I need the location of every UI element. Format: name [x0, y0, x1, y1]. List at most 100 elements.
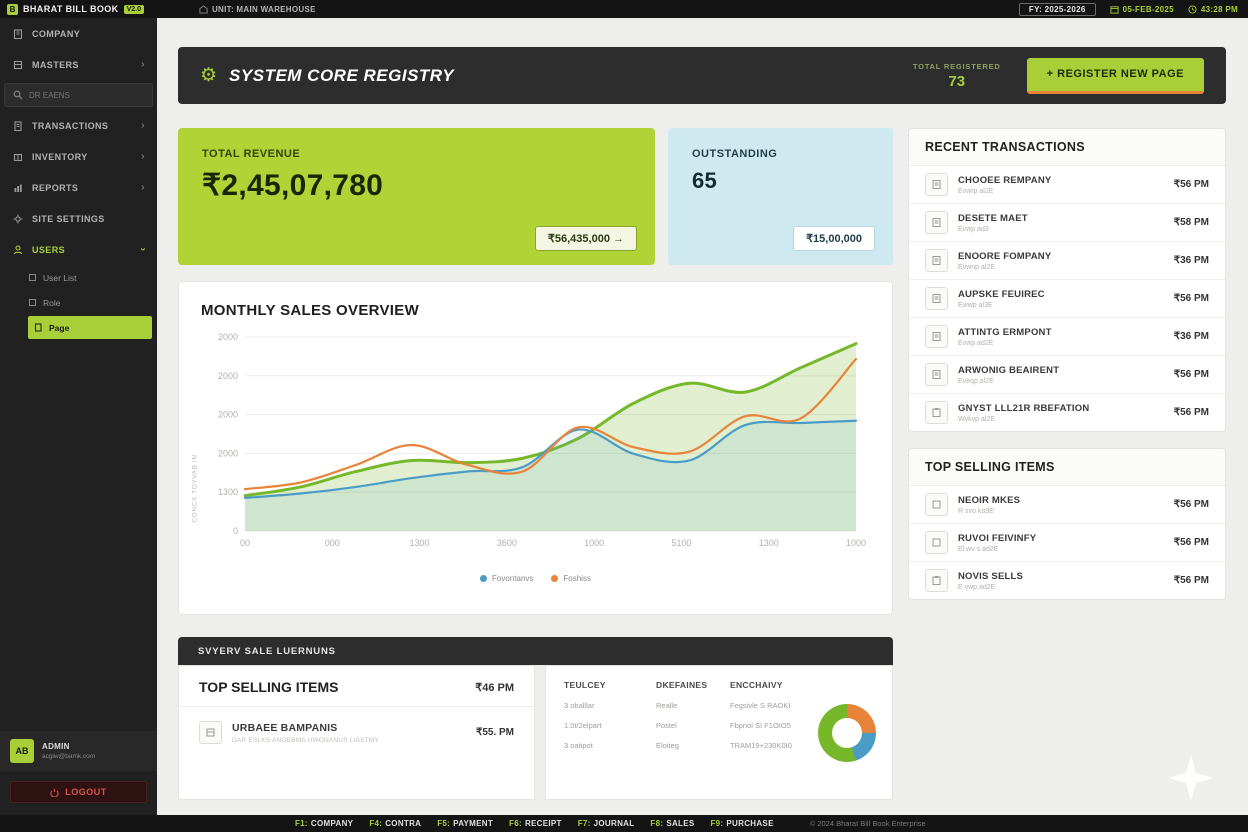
- shortcut-f7-journal[interactable]: F7: JOURNAL: [578, 819, 635, 828]
- sidebar-subitem-role[interactable]: Role: [28, 290, 157, 315]
- transaction-title: ATTINTG ERMPONT: [958, 326, 1052, 338]
- item-subtitle: DAR ESLKS ANOEBMA UWONANUS LIASTMY: [232, 736, 379, 744]
- transaction-subtitle: Evwp ad2E: [958, 339, 994, 347]
- top-selling-row[interactable]: RUVOI FEIVINFY El wv s ad2E ₹56 PM: [909, 524, 1225, 562]
- legend-label: Fovontanvs: [492, 574, 534, 583]
- cube-icon: [13, 60, 23, 69]
- transaction-row[interactable]: GNYST LLL21R RBEFATION Wvkvp al2E ₹56 PM: [909, 394, 1225, 431]
- revenue-pill[interactable]: ₹56,435,000 →: [534, 226, 637, 251]
- shortcut-key: F4:: [369, 819, 383, 828]
- item-subtitle: R svo ka9E: [958, 507, 994, 515]
- page-icon: [35, 323, 42, 332]
- transaction-subtitle: Evwrp al2E: [958, 187, 994, 195]
- user-icon: [13, 244, 23, 254]
- transaction-row[interactable]: AUPSKE FEUIREC Ewwp al3E ₹56 PM: [909, 280, 1225, 318]
- fiscal-year-selector[interactable]: FY: 2025-2026: [1018, 2, 1096, 16]
- shortcut-key: F6:: [509, 819, 522, 828]
- legend-dot-orange: [551, 575, 559, 582]
- bottom-item-row[interactable]: URBAEE BAMPANIS DAR ESLKS ANOEBMA UWONAN…: [179, 707, 534, 758]
- time-chip: 43:28 PM: [1188, 5, 1238, 14]
- receipt-icon: [925, 325, 948, 348]
- sidebar-subitem-label: User List: [43, 272, 77, 283]
- sidebar-subitem-user-list[interactable]: User List: [28, 265, 157, 290]
- table-header: TEULCEY: [564, 680, 606, 690]
- list-icon: [29, 274, 36, 281]
- gear-icon: [13, 214, 23, 223]
- shortcut-label: CONTRA: [385, 819, 422, 828]
- outstanding-pill[interactable]: ₹15,00,000: [793, 226, 875, 251]
- transaction-row[interactable]: CHOOEE REMPANY Evwrp al2E ₹56 PM: [909, 166, 1225, 204]
- chevron-right-icon: ›: [141, 120, 145, 131]
- shortcut-f8-sales[interactable]: F8: SALES: [650, 819, 694, 828]
- brand: B BHARAT BILL BOOK V2.0: [0, 3, 144, 15]
- summary-table: TEULCEY DKEFAINES ENCCHAIVY 3 oballlar R…: [564, 680, 874, 750]
- search-input[interactable]: [29, 90, 129, 100]
- table-header: DKEFAINES: [656, 680, 708, 690]
- table-cell: 3 oatipot: [564, 741, 593, 750]
- transaction-subtitle: Wvkvp al2E: [958, 415, 995, 423]
- transaction-title: ARWONIG BEAIRENT: [958, 364, 1060, 376]
- shortcut-f4-contra[interactable]: F4: CONTRA: [369, 819, 421, 828]
- shortcut-f6-receipt[interactable]: F6: RECEIPT: [509, 819, 562, 828]
- item-title: NEOIR MKES: [958, 494, 1021, 506]
- transaction-row[interactable]: ARWONIG BEAIRENT Eveqp al2E ₹56 PM: [909, 356, 1225, 394]
- table-header: ENCCHAIVY: [730, 680, 783, 690]
- receipt-icon: [925, 287, 948, 310]
- shortcut-f1-company[interactable]: F1: COMPANY: [295, 819, 353, 828]
- item-title: RUVOI FEIVINFY: [958, 532, 1037, 544]
- logout-button[interactable]: LOGOUT: [10, 781, 147, 803]
- sidebar-search[interactable]: [4, 83, 153, 107]
- sales-chart: CONCX TOYVAB IN 2000 2000 2000 2000 1300 0 00 0…: [179, 325, 892, 583]
- transaction-amount: ₹56 PM: [1173, 407, 1209, 418]
- item-subtitle: El wv s ad2E: [958, 545, 999, 553]
- sidebar-item-transactions[interactable]: TRANSACTIONS ›: [0, 110, 157, 141]
- total-registered-value: 73: [948, 72, 966, 90]
- item-subtitle: E vwp ad2E: [958, 583, 996, 591]
- legend-item: Foshiss: [551, 574, 591, 583]
- top-selling-row[interactable]: NEOIR MKES R svo ka9E ₹56 PM: [909, 486, 1225, 524]
- outstanding-label: OUTSTANDING: [692, 148, 778, 160]
- transaction-row[interactable]: ENOORE FOMPANY Evwnp al2E ₹36 PM: [909, 242, 1225, 280]
- sidebar-item-company[interactable]: COMPANY: [0, 18, 157, 49]
- power-icon: [50, 788, 59, 797]
- sidebar-subitem-page[interactable]: Page: [28, 316, 152, 339]
- sidebar: COMPANY MASTERS › TRANSACTIONS › INVENTO…: [0, 18, 157, 815]
- clipboard-icon: [925, 401, 948, 424]
- date-text: 05-FEB-2025: [1122, 4, 1174, 14]
- svg-text:000: 000: [325, 538, 340, 548]
- shortcut-key: F5:: [437, 819, 451, 828]
- page-title: SYSTEM CORE REGISTRY: [229, 65, 455, 85]
- recent-transactions-title: RECENT TRANSACTIONS: [909, 129, 1225, 166]
- sidebar-item-site-settings[interactable]: SITE SETTINGS: [0, 203, 157, 234]
- unit-label: UNIT: MAIN WAREHOUSE: [211, 4, 316, 14]
- sidebar-item-inventory[interactable]: INVENTORY ›: [0, 141, 157, 172]
- outstanding-card: OUTSTANDING 65 ₹15,00,000: [668, 128, 893, 265]
- total-registered-label: TOTAL REGISTERED: [912, 61, 1001, 71]
- page-header-card: ⚙ SYSTEM CORE REGISTRY TOTAL REGISTERED …: [178, 47, 1226, 104]
- register-new-page-button[interactable]: + REGISTER NEW PAGE: [1026, 57, 1204, 94]
- sidebar-item-label: COMPANY: [32, 28, 81, 39]
- shortcut-keys: F1: COMPANY F4: CONTRA F5: PAYMENT F6: RECEI…: [295, 819, 774, 828]
- svg-text:1300: 1300: [218, 487, 238, 497]
- transaction-row[interactable]: DESETE MAET Evwp ad3 ₹58 PM: [909, 204, 1225, 242]
- sidebar-item-label: TRANSACTIONS: [32, 120, 109, 131]
- item-title: NOVIS SELLS: [958, 570, 1024, 582]
- transaction-amount: ₹56 PM: [1173, 369, 1209, 380]
- transaction-title: GNYST LLL21R RBEFATION: [958, 402, 1090, 414]
- table-cell: Postel: [656, 721, 677, 730]
- sidebar-item-users[interactable]: USERS ›: [0, 234, 157, 265]
- transaction-subtitle: Evwp ad3: [958, 225, 989, 233]
- chevron-down-icon: ›: [137, 247, 149, 252]
- sidebar-item-label: USERS: [32, 244, 66, 255]
- transaction-row[interactable]: ATTINTG ERMPONT Evwp ad2E ₹36 PM: [909, 318, 1225, 356]
- donut-chart: [818, 703, 876, 762]
- top-selling-row[interactable]: NOVIS SELLS E vwp ad2E ₹56 PM: [909, 562, 1225, 599]
- sidebar-item-reports[interactable]: REPORTS ›: [0, 172, 157, 203]
- sidebar-item-masters[interactable]: MASTERS ›: [0, 49, 157, 80]
- shortcut-f9-purchase[interactable]: F9: PURCHASE: [711, 819, 774, 828]
- logout-label: LOGOUT: [65, 787, 107, 797]
- user-profile[interactable]: AB ADMIN acgiw@bamk.com: [0, 731, 157, 771]
- avatar: AB: [10, 739, 34, 763]
- svg-text:00: 00: [240, 538, 250, 548]
- shortcut-f5-payment[interactable]: F5: PAYMENT: [437, 819, 493, 828]
